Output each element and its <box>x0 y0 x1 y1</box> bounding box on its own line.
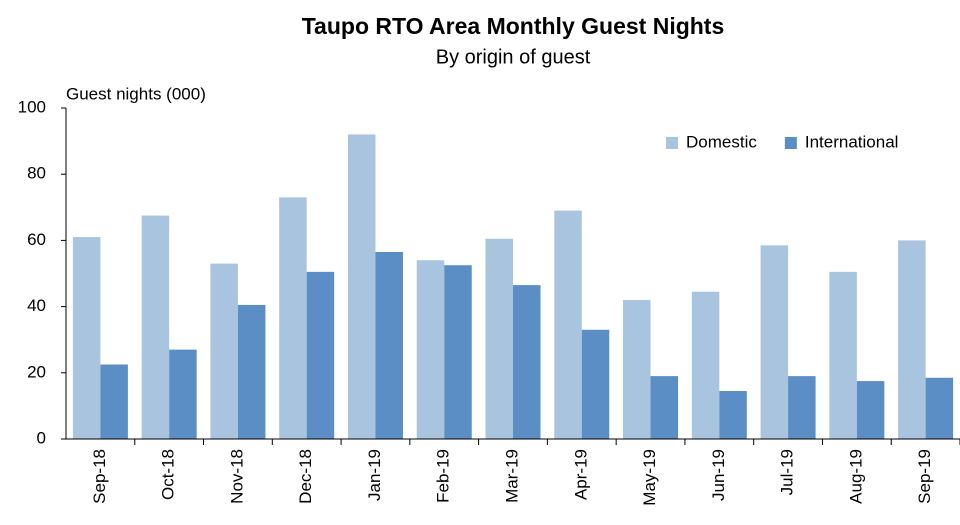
x-tick-label: May-19 <box>640 449 659 506</box>
y-axis-label: Guest nights (000) <box>66 84 206 103</box>
bar <box>623 299 651 439</box>
bar <box>788 376 816 439</box>
y-tick-label: 60 <box>27 230 46 249</box>
bar <box>650 376 679 439</box>
bar <box>719 391 747 439</box>
x-tick-label: Mar-19 <box>502 449 521 503</box>
bar <box>856 381 885 439</box>
x-tick-label: Oct-18 <box>159 449 178 500</box>
bar <box>347 134 376 440</box>
y-tick-label: 0 <box>37 428 46 447</box>
bar <box>760 245 789 439</box>
bar <box>829 271 857 439</box>
x-tick-label: Aug-19 <box>846 449 865 504</box>
bar <box>581 329 610 439</box>
x-tick-label: Feb-19 <box>434 449 453 503</box>
bar <box>306 271 335 439</box>
bar <box>237 304 266 439</box>
x-tick-label: Sep-19 <box>915 449 934 504</box>
bar <box>141 215 170 439</box>
bar <box>925 377 954 439</box>
x-tick-label: Nov-18 <box>227 449 246 504</box>
bar <box>100 364 128 439</box>
legend-swatch <box>666 137 678 149</box>
y-tick-label: 80 <box>27 164 46 183</box>
bar <box>444 265 472 439</box>
x-tick-label: Apr-19 <box>571 449 590 500</box>
bar <box>554 210 582 439</box>
y-tick-label: 40 <box>27 296 46 315</box>
bar <box>279 197 307 439</box>
legend-swatch <box>784 137 797 149</box>
bar <box>375 251 403 439</box>
chart-title: Taupo RTO Area Monthly Guest Nights <box>302 13 725 39</box>
x-tick-label: Jun-19 <box>709 449 728 501</box>
x-tick-label: Jul-19 <box>778 449 797 495</box>
y-tick-label: 100 <box>18 97 46 116</box>
x-tick-label: Jan-19 <box>365 449 384 501</box>
chart-subtitle: By origin of guest <box>436 46 591 68</box>
legend-label: International <box>805 132 899 151</box>
bar <box>513 285 541 439</box>
x-tick-label: Dec-18 <box>296 449 315 504</box>
y-tick-label: 20 <box>27 362 46 381</box>
bar <box>210 263 238 439</box>
bar <box>691 291 720 439</box>
x-tick-label: Sep-18 <box>90 449 109 504</box>
bar <box>416 260 445 439</box>
bar <box>898 240 926 439</box>
bar <box>485 238 513 439</box>
bar <box>169 349 197 439</box>
bar <box>72 237 101 439</box>
legend-label: Domestic <box>686 132 757 151</box>
